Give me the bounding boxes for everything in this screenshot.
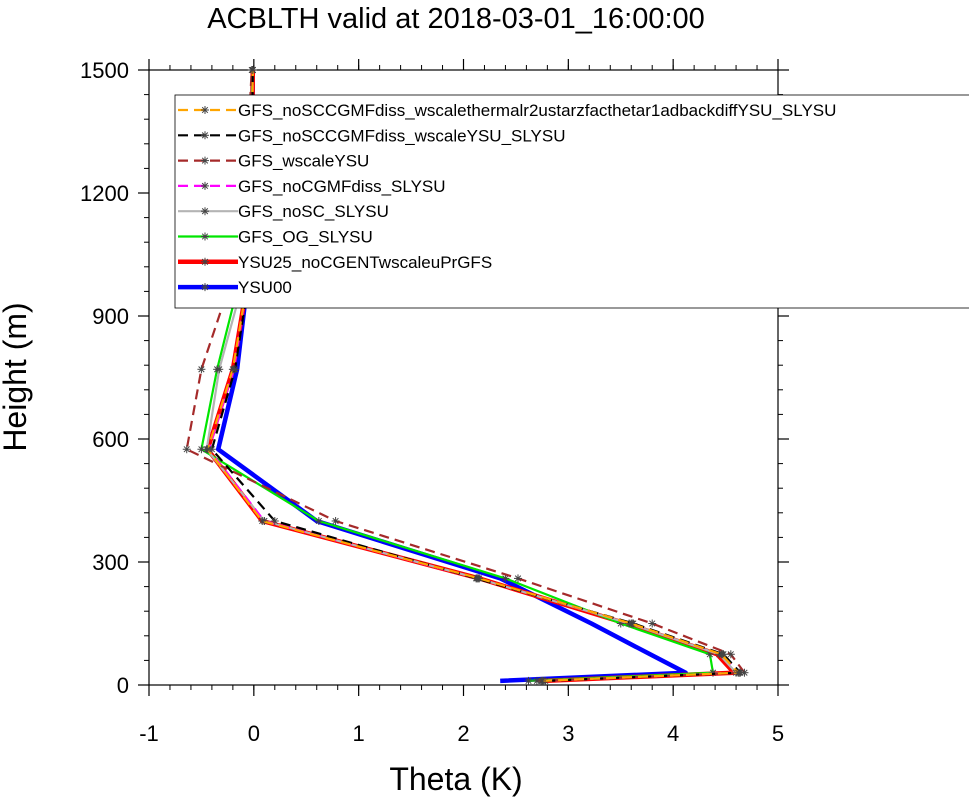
data-point [197, 365, 206, 374]
legend-item: GFS_OG_SLYSU [178, 228, 373, 247]
y-tick-label: 1500 [80, 58, 129, 83]
legend-label: YSU25_noCGENTwscaleuPrGFS [238, 253, 492, 272]
data-point [514, 574, 523, 583]
data-point [201, 156, 209, 165]
legend-item: GFS_noSCCGMFdiss_wscaleYSU_SLYSU [178, 126, 566, 145]
legend-item: GFS_wscaleYSU [178, 152, 369, 171]
legend-label: GFS_noSC_SLYSU [238, 202, 389, 221]
y-tick-label: 1200 [80, 181, 129, 206]
x-tick-labels: -1 0 1 2 3 4 5 [139, 721, 784, 746]
y-axis-label: Height (m) [0, 302, 33, 451]
x-axis-label: Theta (K) [389, 761, 522, 797]
legend-item: GFS_noSC_SLYSU [178, 202, 389, 221]
legend-item: YSU25_noCGENTwscaleuPrGFS [178, 253, 492, 272]
data-point [201, 207, 209, 216]
data-point [648, 619, 657, 628]
data-point [726, 650, 735, 659]
legend-box [174, 94, 969, 309]
x-tick-label: 1 [353, 721, 365, 746]
data-point [201, 283, 209, 292]
chart-title: ACBLTH valid at 2018-03-01_16:00:00 [207, 3, 705, 35]
x-tick-label: 3 [562, 721, 574, 746]
x-tick-label: 0 [248, 721, 260, 746]
legend-label: GFS_OG_SLYSU [238, 228, 373, 247]
data-point [203, 445, 212, 454]
data-point [524, 676, 533, 685]
legend-item: YSU00 [178, 278, 292, 297]
legend-label: GFS_noCGMFdiss_SLYSU [238, 177, 446, 196]
x-tick-label: 4 [667, 721, 679, 746]
data-point [258, 517, 267, 525]
data-point [717, 650, 726, 659]
data-point [201, 232, 209, 241]
data-point [314, 517, 323, 525]
legend-label: GFS_wscaleYSU [238, 152, 369, 171]
x-tick-label: 5 [772, 721, 784, 746]
data-point [248, 66, 257, 74]
data-point [538, 676, 547, 685]
data-point [182, 445, 191, 454]
data-point [201, 106, 209, 114]
data-point [228, 365, 237, 374]
legend-item: GFS_noCGMFdiss_SLYSU [178, 177, 446, 196]
data-point [201, 131, 209, 140]
y-tick-label: 0 [117, 673, 129, 698]
legend-label: GFS_noSCCGMFdiss_wscaleYSU_SLYSU [238, 126, 566, 145]
legend-label: YSU00 [238, 278, 292, 297]
data-point [627, 619, 636, 628]
data-point [475, 574, 484, 583]
y-tick-label: 900 [92, 304, 129, 329]
legend-item: GFS_noSCCGMFdiss_wscalethermalr2ustarzfa… [178, 101, 836, 120]
x-tick-label: -1 [139, 721, 159, 746]
data-point [201, 257, 209, 266]
legend: GFS_noSCCGMFdiss_wscalethermalr2ustarzfa… [174, 94, 969, 309]
x-tick-label: 2 [457, 721, 469, 746]
data-point [331, 517, 340, 525]
legend-label: GFS_noSCCGMFdiss_wscalethermalr2ustarzfa… [238, 101, 836, 120]
data-point [201, 181, 209, 190]
y-tick-label: 300 [92, 550, 129, 575]
data-point [215, 365, 224, 374]
y-tick-labels: 0 300 600 900 1200 1500 [80, 58, 129, 698]
data-point [734, 668, 743, 677]
y-tick-label: 600 [92, 427, 129, 452]
data-point [501, 574, 510, 583]
